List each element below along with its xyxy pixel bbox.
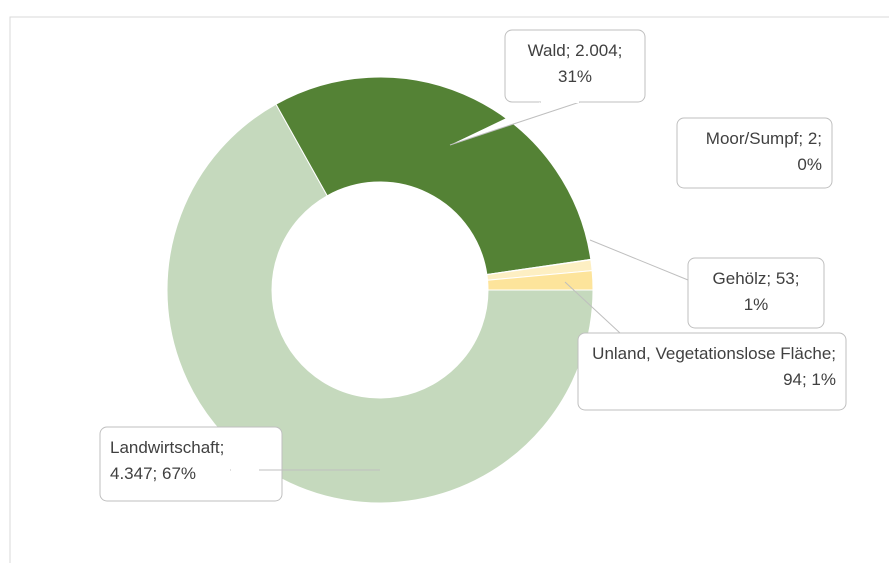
callout-box	[99, 426, 283, 502]
callout-box	[577, 332, 847, 411]
slice	[487, 270, 594, 291]
slice	[275, 76, 592, 276]
data-label: Landwirtschaft; 4.347; 67%	[110, 438, 225, 483]
slices	[166, 76, 594, 504]
chart-frame	[9, 16, 889, 563]
slice	[166, 103, 594, 504]
data-label: Unland, Vegetationslose Fläche; 94; 1%	[592, 344, 836, 389]
callout-box	[687, 257, 825, 329]
leader-line	[589, 239, 689, 281]
callouts	[99, 29, 847, 502]
data-label: Gehölz; 53; 1%	[712, 269, 800, 314]
callout-box	[676, 117, 833, 189]
data-label: Wald; 2.004; 31%	[527, 41, 623, 86]
data-label: Moor/Sumpf; 2; 0%	[705, 129, 822, 174]
leader-line	[564, 281, 621, 334]
